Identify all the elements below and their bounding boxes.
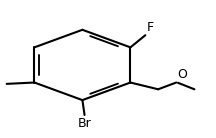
Text: Br: Br [78,117,91,130]
Text: F: F [146,21,154,34]
Text: O: O [177,68,187,81]
